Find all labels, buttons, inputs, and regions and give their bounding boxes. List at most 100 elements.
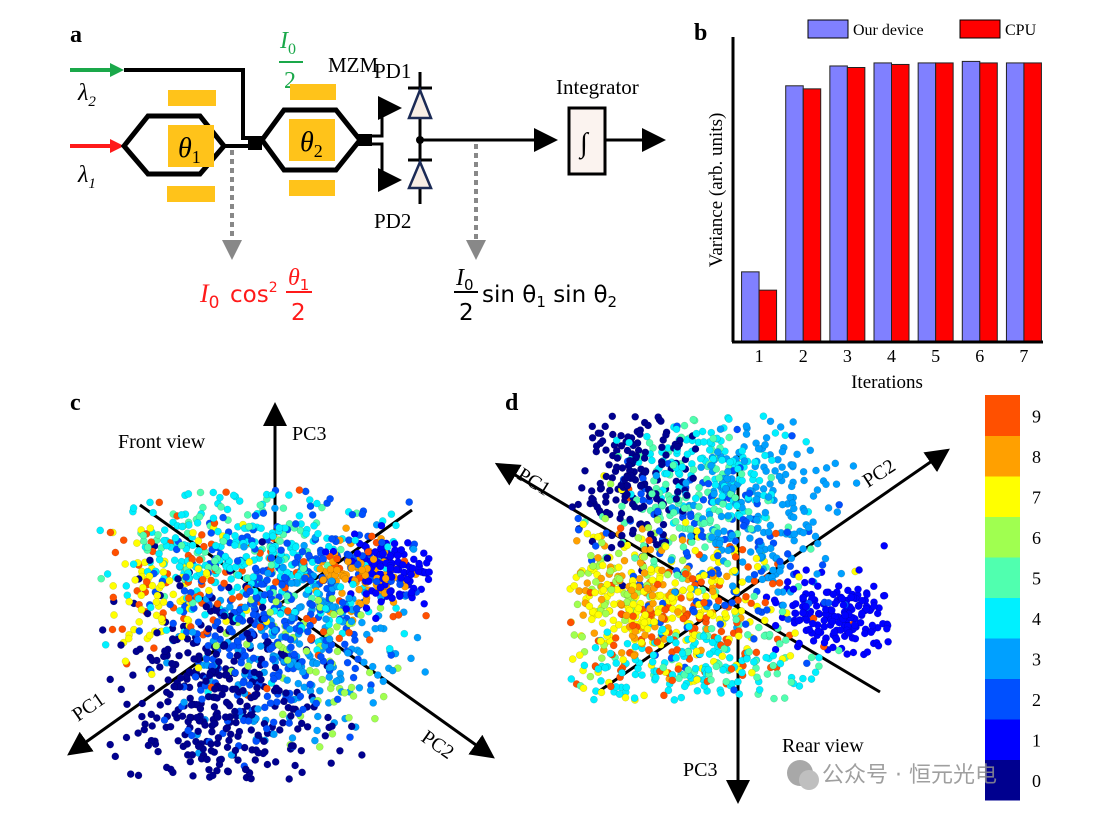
- scatter-point: [828, 606, 836, 615]
- scatter-point: [196, 488, 205, 497]
- scatter-point: [721, 609, 729, 618]
- scatter-point: [609, 430, 617, 439]
- scatter-point: [794, 616, 803, 625]
- scatter-point: [784, 615, 792, 624]
- scatter-point: [249, 610, 258, 619]
- scatter-point: [618, 502, 626, 511]
- scatter-point: [234, 571, 243, 580]
- scatter-point: [272, 598, 280, 606]
- scatter-point: [207, 529, 215, 537]
- scatter-point: [226, 651, 234, 660]
- scatter-point: [795, 639, 804, 648]
- scatter-point: [326, 494, 334, 503]
- bar-our-device-3: [829, 65, 848, 343]
- scatter-point: [624, 461, 633, 470]
- scatter-point: [675, 674, 683, 683]
- view-label-rear: Rear view: [782, 735, 864, 757]
- scatter-point: [313, 712, 322, 721]
- scatter-point: [308, 511, 317, 519]
- scatter-point: [169, 590, 178, 599]
- scatter-point: [122, 733, 131, 742]
- scatter-point: [271, 758, 280, 766]
- scatter-point: [209, 514, 218, 523]
- phase-shifter-theta1[interactable]: [168, 125, 214, 167]
- bar-our-device-6: [961, 60, 981, 343]
- scatter-point: [393, 551, 402, 560]
- scatter-point: [198, 695, 206, 704]
- scatter-point: [600, 601, 609, 609]
- scatter-point: [249, 654, 258, 663]
- scatter-point: [678, 556, 687, 565]
- scatter-point: [790, 530, 799, 539]
- scatter-point: [723, 559, 732, 568]
- scatter-point: [652, 673, 660, 682]
- scatter-point: [769, 651, 778, 660]
- scatter-point: [629, 600, 638, 609]
- scatter-point: [213, 618, 222, 626]
- scatter-point: [137, 605, 146, 614]
- x-tick-label: 3: [843, 346, 852, 366]
- scatter-point: [648, 591, 657, 600]
- scatter-point: [640, 691, 648, 700]
- scatter-point: [285, 775, 294, 783]
- scatter-point: [162, 688, 171, 697]
- scatter-point: [332, 677, 341, 686]
- scatter-point: [368, 662, 377, 671]
- scatter-point: [315, 687, 324, 695]
- colorbar-tick-6: 6: [1032, 528, 1041, 548]
- scatter-point: [742, 592, 750, 601]
- scatter-point: [175, 651, 183, 660]
- scatter-point: [644, 421, 652, 430]
- scatter-point: [268, 545, 277, 554]
- scatter-point: [121, 657, 130, 666]
- scatter-point: [340, 689, 349, 697]
- scatter-point: [189, 772, 197, 780]
- scatter-point: [118, 625, 127, 634]
- colorbar-tick-4: 4: [1032, 609, 1041, 629]
- scatter-point: [783, 578, 792, 586]
- scatter-point: [109, 582, 117, 590]
- colorbar-tick-8: 8: [1032, 447, 1041, 467]
- scatter-point: [256, 623, 265, 631]
- scatter-point: [223, 767, 232, 775]
- scatter-point: [291, 543, 300, 551]
- scatter-point: [186, 757, 195, 766]
- scatter-point: [424, 575, 433, 584]
- scatter-point: [194, 664, 203, 672]
- scatter-point: [245, 635, 254, 643]
- scatter-point: [832, 634, 840, 643]
- scatter-point: [129, 504, 138, 512]
- scatter-point: [706, 609, 715, 618]
- scatter-point: [231, 668, 239, 677]
- scatter-point: [858, 609, 866, 618]
- lambda2-label: λ2: [77, 80, 96, 110]
- scatter-point: [672, 495, 681, 503]
- scatter-point: [845, 629, 853, 637]
- scatter-point: [388, 666, 397, 675]
- scatter-point: [623, 481, 632, 490]
- scatter-point: [731, 493, 740, 502]
- scatter-point: [718, 492, 727, 501]
- panel-label-d: d: [505, 390, 519, 416]
- scatter-point: [213, 766, 221, 775]
- colorbar-segment-8: [985, 435, 1020, 477]
- scatter-point: [220, 612, 229, 620]
- scatter-point: [353, 560, 362, 569]
- photodiode-pair: [407, 72, 433, 204]
- scatter-point: [256, 642, 265, 651]
- scatter-point: [674, 488, 682, 496]
- scatter-point: [170, 556, 179, 565]
- scatter-point: [204, 625, 213, 633]
- scatter-point: [227, 575, 235, 583]
- scatter-point: [854, 585, 862, 594]
- phase-shifter-theta2[interactable]: [289, 119, 335, 161]
- scatter-point: [734, 596, 742, 605]
- scatter-point: [369, 555, 378, 564]
- scatter-point: [623, 490, 631, 499]
- scatter-point: [223, 505, 232, 514]
- scatter-point: [821, 554, 830, 563]
- scatter-point: [770, 694, 778, 703]
- scatter-point: [326, 663, 335, 671]
- scatter-point: [603, 628, 612, 637]
- scatter-point: [222, 488, 230, 497]
